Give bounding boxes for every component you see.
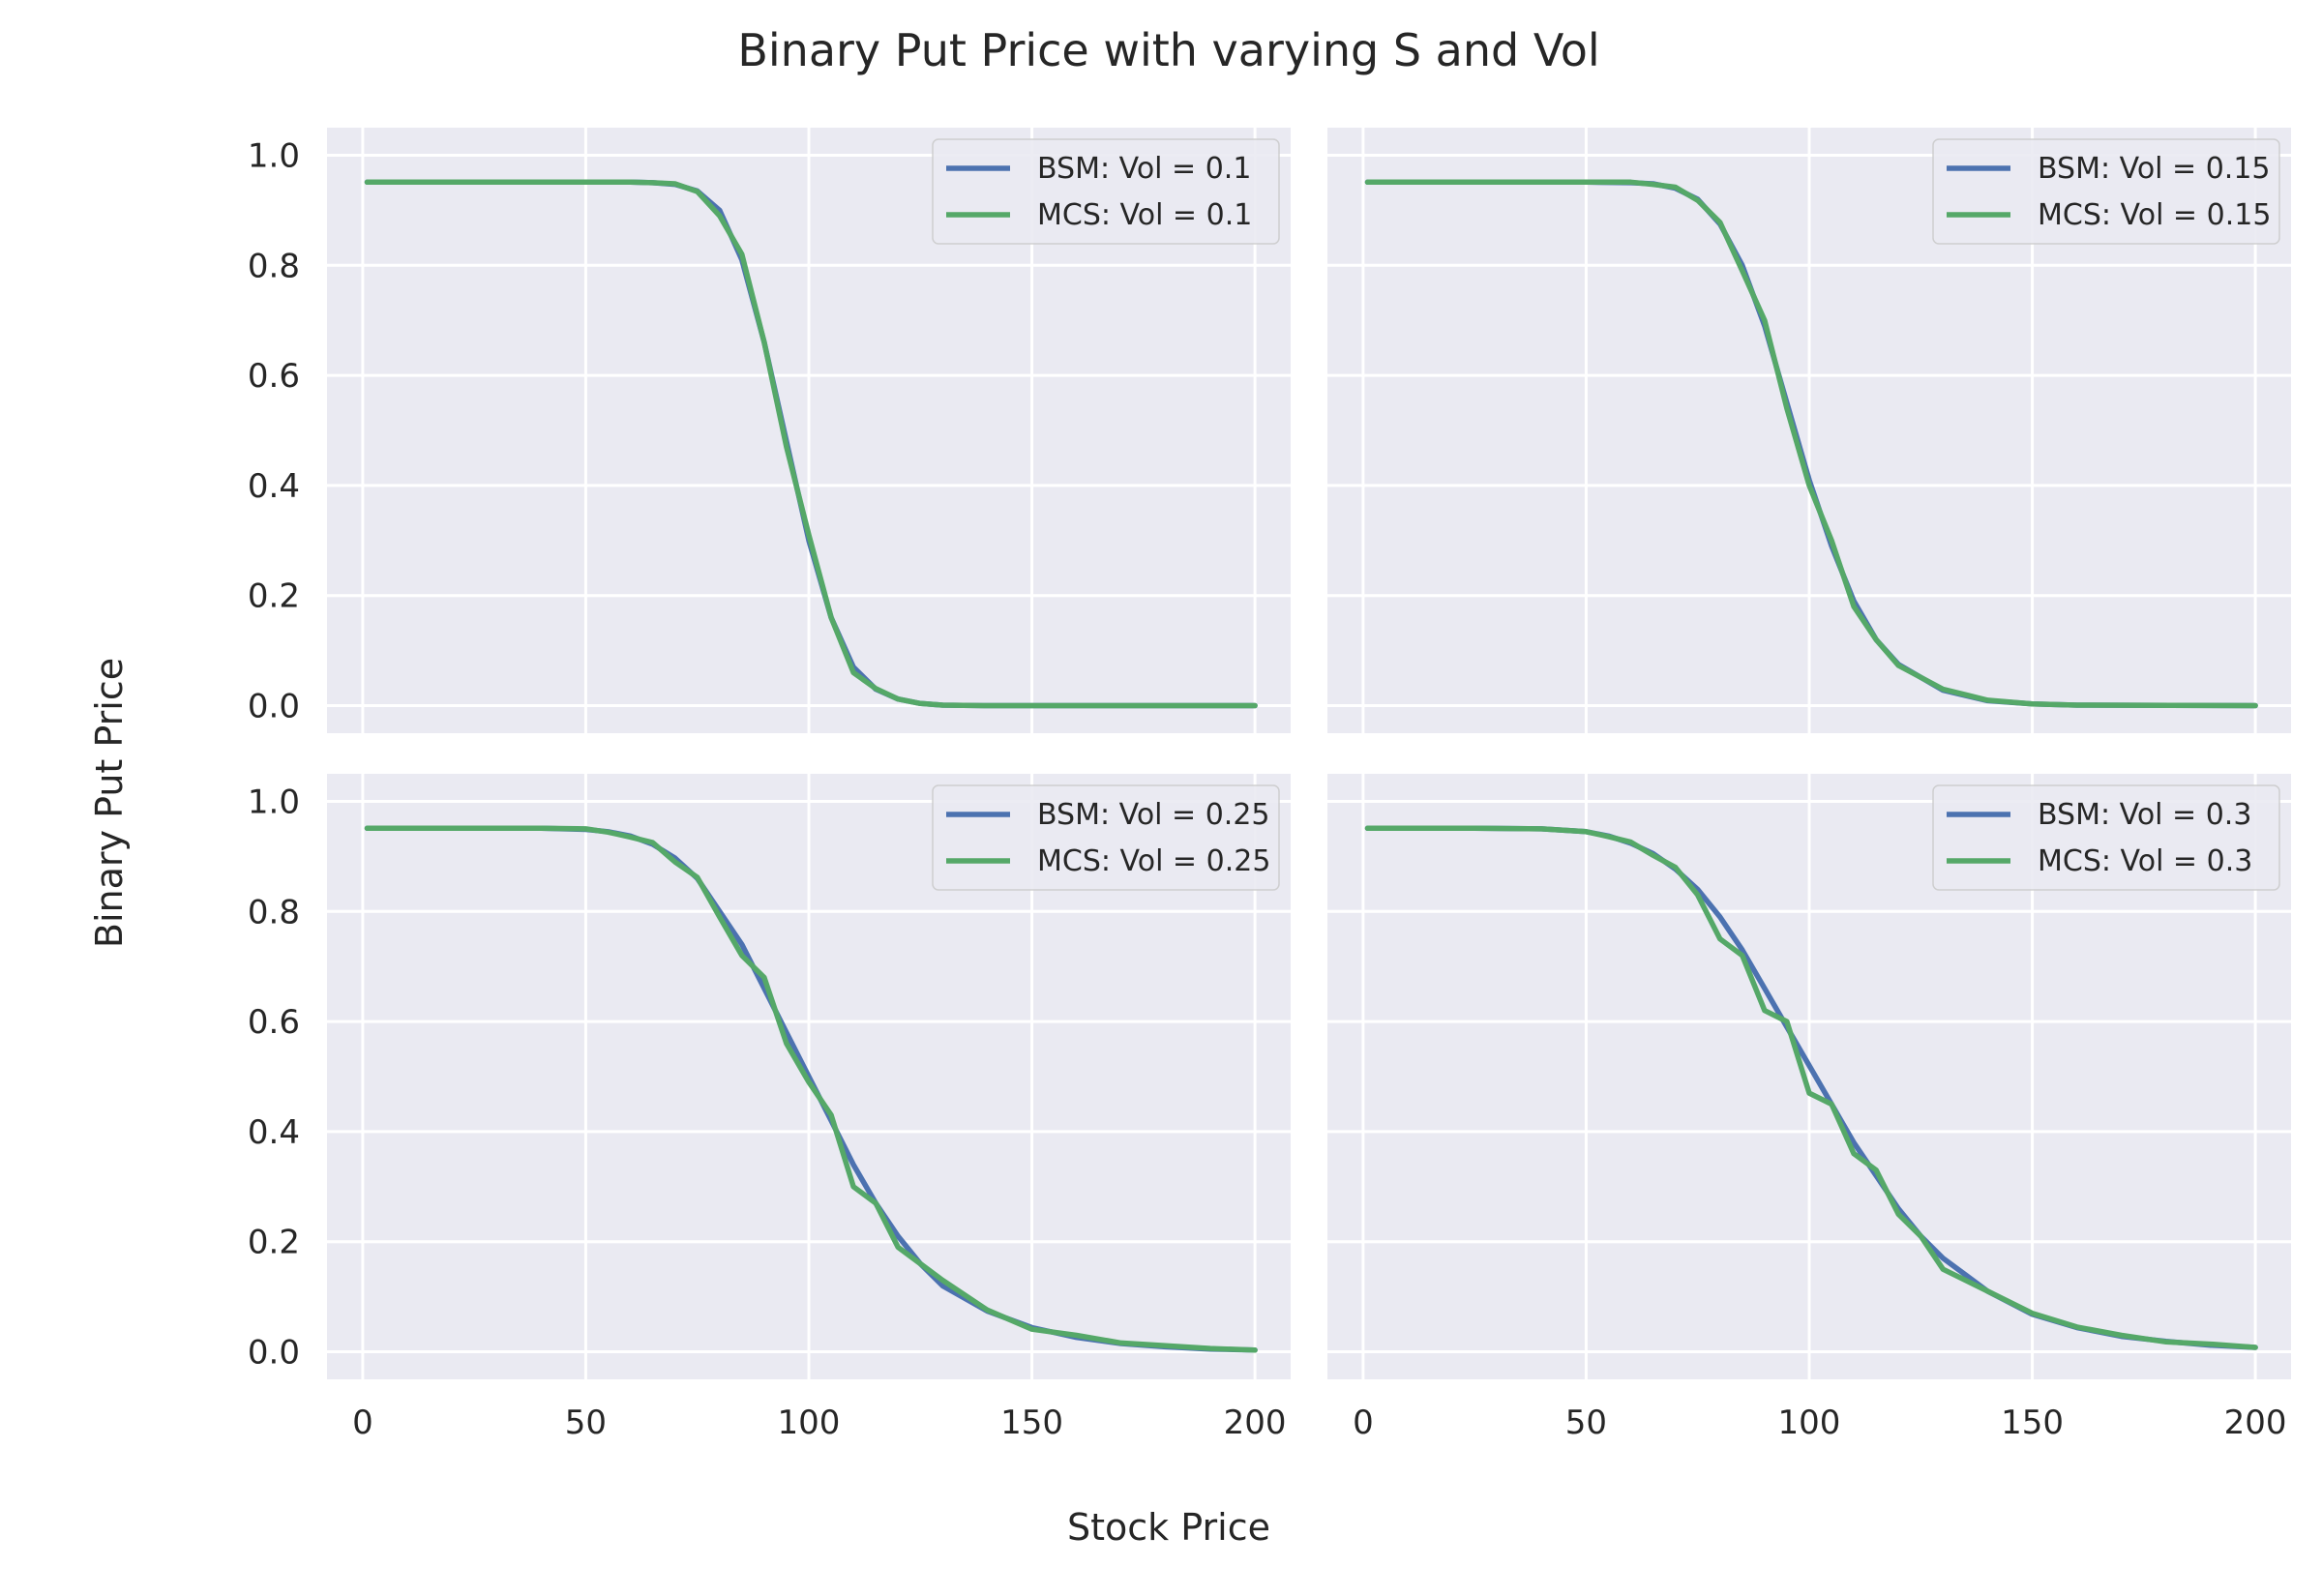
- y-tick-label: 1.0: [248, 783, 300, 821]
- legend-label: MCS: Vol = 0.3: [2038, 844, 2252, 878]
- legend-label: BSM: Vol = 0.3: [2038, 798, 2251, 832]
- y-axis-label: Binary Put Price: [88, 658, 131, 948]
- x-tick-label: 200: [2224, 1404, 2287, 1442]
- x-tick-label: 50: [1565, 1404, 1607, 1442]
- x-tick-label: 100: [778, 1404, 841, 1442]
- subplot-2: BSM: Vol = 0.15 MCS: Vol = 0.15: [1327, 128, 2291, 733]
- y-tick-label: 0.2: [248, 577, 300, 616]
- subplot-3: 0 50 100 150 200 0.0 0.2 0.4 0.6 0.8 1.0 BSM: Vol =…: [248, 774, 1291, 1442]
- y-tick-label: 0.8: [248, 893, 300, 931]
- legend: BSM: Vol = 0.25 MCS: Vol = 0.25: [932, 784, 1280, 891]
- x-axis-label: Stock Price: [1067, 1506, 1270, 1549]
- mcs-series-line: [364, 179, 1258, 709]
- y-tick-label: 0.2: [248, 1224, 300, 1262]
- x-tick-label: 100: [1778, 1404, 1841, 1442]
- y-tick-label: 0.0: [248, 688, 300, 726]
- x-tick-label: 200: [1224, 1404, 1287, 1442]
- mcs-series-line: [364, 825, 1258, 1353]
- y-tick-label: 1.0: [248, 136, 300, 175]
- gridlines: [1327, 128, 2291, 733]
- x-tick-label: 0: [352, 1404, 373, 1442]
- x-tick-label: 150: [2001, 1404, 2064, 1442]
- legend-label: MCS: Vol = 0.25: [1037, 844, 1270, 878]
- y-tick-label: 0.6: [248, 357, 300, 396]
- x-tick-label: 150: [1000, 1404, 1063, 1442]
- x-tick-label: 0: [1353, 1404, 1374, 1442]
- legend-label: BSM: Vol = 0.1: [1037, 152, 1251, 186]
- subplots-grid: 0.0 0.2 0.4 0.6 0.8 1.0 BSM: Vol = 0.1 MCS: Vol…: [248, 128, 2291, 1442]
- y-tick-label: 0.4: [248, 467, 300, 506]
- legend-box: [932, 784, 1280, 891]
- y-tick-label: 0.4: [248, 1113, 300, 1152]
- mcs-series-line: [1364, 179, 2258, 709]
- legend: BSM: Vol = 0.1 MCS: Vol = 0.1: [932, 138, 1280, 245]
- figure-title: Binary Put Price with varying S and Vol: [737, 24, 1599, 76]
- x-tick-label: 50: [565, 1404, 607, 1442]
- legend-box: [932, 138, 1280, 245]
- legend-label: BSM: Vol = 0.15: [2038, 152, 2271, 186]
- y-tick-label: 0.8: [248, 247, 300, 285]
- mcs-series-line: [1364, 825, 2258, 1350]
- legend-label: MCS: Vol = 0.1: [1037, 198, 1252, 232]
- legend-label: MCS: Vol = 0.15: [2038, 198, 2271, 232]
- legend-box: [1932, 138, 2280, 245]
- legend-label: BSM: Vol = 0.25: [1037, 798, 1270, 832]
- y-tick-label: 0.6: [248, 1003, 300, 1042]
- legend: BSM: Vol = 0.3 MCS: Vol = 0.3: [1932, 784, 2280, 891]
- subplot-4: 0 50 100 150 200 BSM: Vol = 0.3 MCS: Vol = 0.3: [1327, 774, 2291, 1442]
- subplot-1: 0.0 0.2 0.4 0.6 0.8 1.0 BSM: Vol = 0.1 MCS: Vol…: [248, 128, 1291, 733]
- legend-box: [1932, 784, 2280, 891]
- legend: BSM: Vol = 0.15 MCS: Vol = 0.15: [1932, 138, 2280, 245]
- y-tick-label: 0.0: [248, 1334, 300, 1373]
